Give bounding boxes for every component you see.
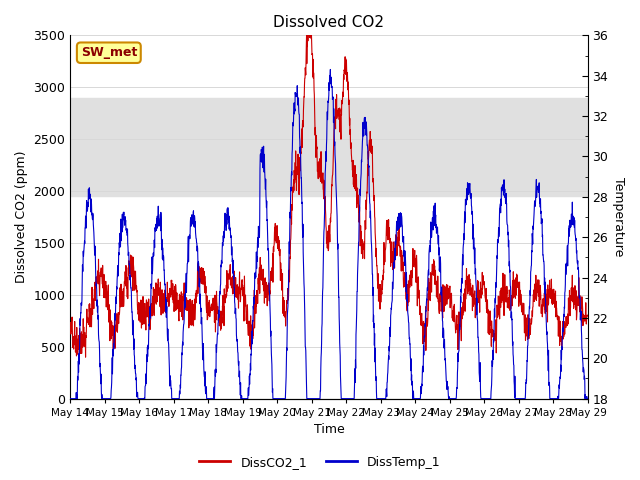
Bar [70, 97, 588, 196]
X-axis label: Time: Time [314, 423, 344, 436]
Text: SW_met: SW_met [81, 46, 137, 59]
Legend: DissCO2_1, DissTemp_1: DissCO2_1, DissTemp_1 [194, 451, 446, 474]
Y-axis label: Temperature: Temperature [612, 177, 625, 257]
Y-axis label: Dissolved CO2 (ppm): Dissolved CO2 (ppm) [15, 151, 28, 283]
Title: Dissolved CO2: Dissolved CO2 [273, 15, 385, 30]
